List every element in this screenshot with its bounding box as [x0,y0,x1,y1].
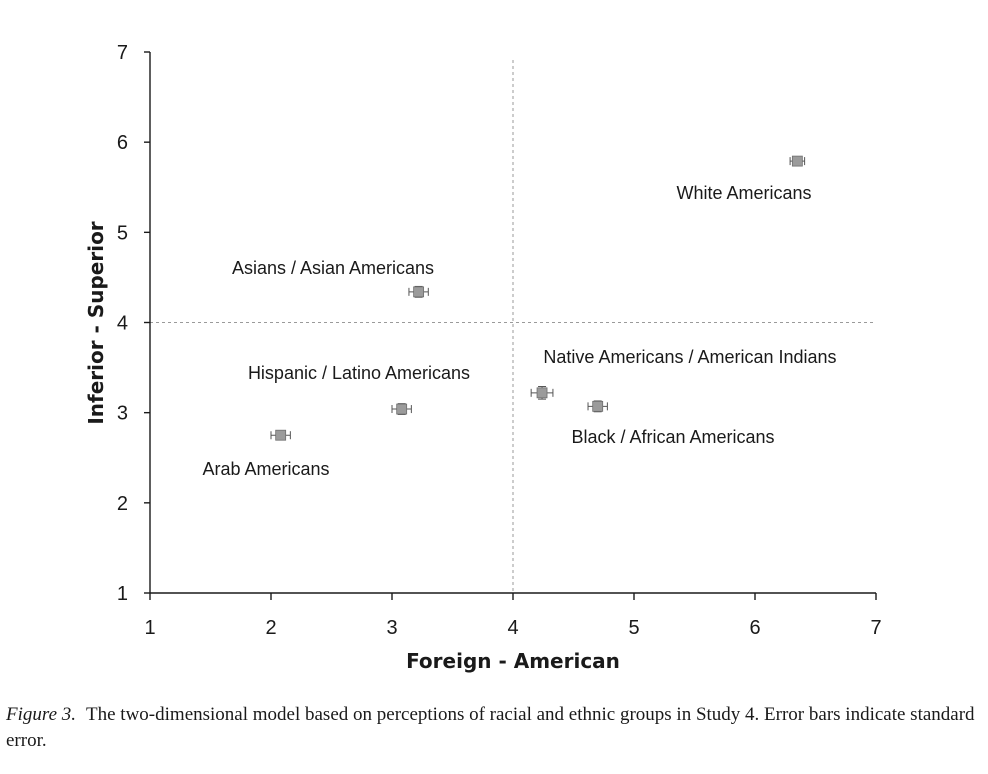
data-point-group: Black / African Americans [571,400,775,447]
data-point-marker [396,403,408,415]
data-point-marker [536,387,548,399]
data-point-label: Black / African Americans [571,427,774,447]
data-point-marker [275,429,287,441]
y-tick-label: 7 [117,42,128,64]
y-tick-label: 4 [117,313,128,335]
x-axis-title: Foreign - American [406,649,620,673]
figure-label: Figure 3. [6,704,77,725]
x-tick-label: 3 [386,617,397,639]
x-tick-label: 4 [507,617,518,639]
data-point-label: Asians / Asian Americans [232,258,434,278]
scatter-chart: 1 2 3 4 5 6 7 1 2 3 4 5 6 7 White Americans Asians / A… [84,42,882,673]
x-tick-label: 2 [265,617,276,639]
data-point-group: White Americans [676,155,812,203]
y-tick-label: 6 [117,132,128,154]
data-point-label: Native Americans / American Indians [543,347,836,367]
reference-lines [150,60,876,593]
data-point-label: White Americans [676,183,811,203]
caption-text: The two-dimensional model based on perce… [6,704,975,751]
data-point-label: Arab Americans [202,459,329,479]
data-points: White Americans Asians / Asian Americans N… [202,155,837,479]
x-tick-label: 1 [144,617,155,639]
y-tick-label: 5 [117,222,128,244]
data-point-group: Asians / Asian Americans [232,258,434,298]
data-point-group: Native Americans / American Indians [530,347,837,400]
x-tick-label: 7 [870,617,881,639]
data-point-group: Arab Americans [202,429,330,479]
data-point-marker [413,286,425,298]
figure-caption: Figure 3. The two-dimensional model based… [6,702,976,754]
data-point-group: Hispanic / Latino Americans [248,363,470,415]
x-tick-label: 5 [628,617,639,639]
data-point-label: Hispanic / Latino Americans [248,363,470,383]
axes: 1 2 3 4 5 6 7 1 2 3 4 5 6 7 [117,42,882,639]
x-tick-label: 6 [749,617,760,639]
data-point-marker [592,400,604,412]
data-point-marker [791,155,803,167]
y-tick-label: 2 [117,493,128,515]
y-tick-label: 1 [117,583,128,605]
y-axis-title: Inferior - Superior [84,221,108,424]
y-tick-label: 3 [117,403,128,425]
